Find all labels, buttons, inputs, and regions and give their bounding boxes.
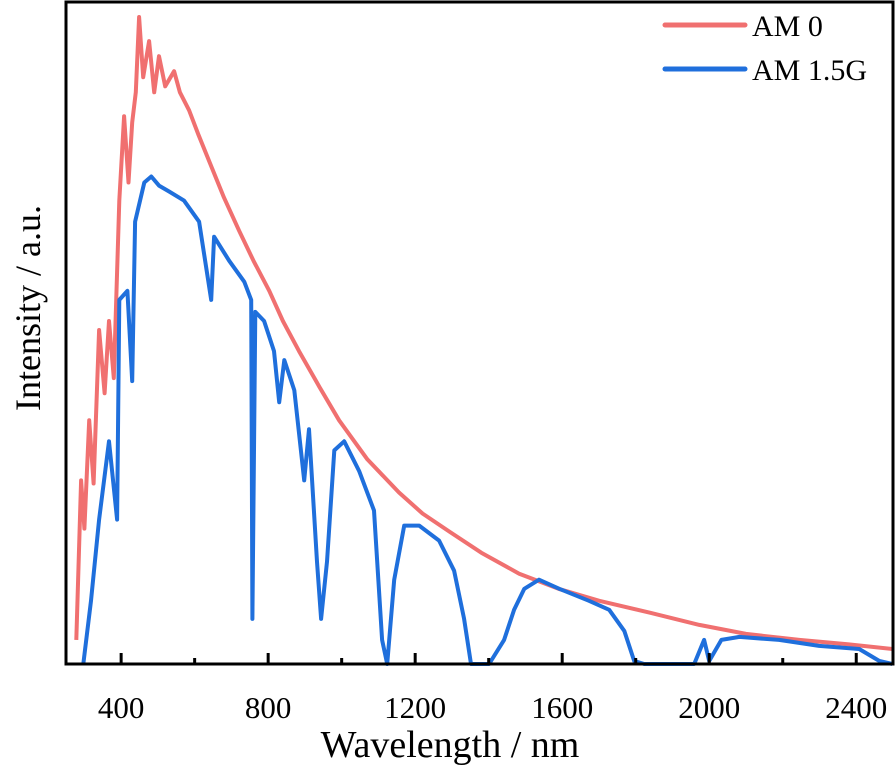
x-tick-labels: 400 800 1200 1600 2000 2400 — [98, 690, 887, 725]
x-tick-label: 1600 — [531, 690, 593, 725]
x-axis-label: Wavelength / nm — [321, 724, 580, 766]
x-tick-label: 2400 — [825, 690, 887, 725]
legend-label-am15g: AM 1.5G — [752, 54, 867, 87]
legend: AM 0 AM 1.5G — [662, 10, 867, 87]
x-ticks — [119, 653, 858, 664]
y-axis-label: Intensity / a.u. — [8, 205, 48, 411]
series-layer — [74, 15, 893, 666]
plot-frame — [64, 0, 895, 666]
x-tick-label: 1200 — [384, 690, 446, 725]
x-tick-label: 800 — [245, 690, 292, 725]
x-tick-label: 400 — [98, 690, 145, 725]
x-tick-label: 2000 — [678, 690, 740, 725]
series-line-1 — [81, 174, 893, 666]
series-line-0 — [74, 15, 893, 651]
legend-label-am0: AM 0 — [752, 10, 823, 43]
